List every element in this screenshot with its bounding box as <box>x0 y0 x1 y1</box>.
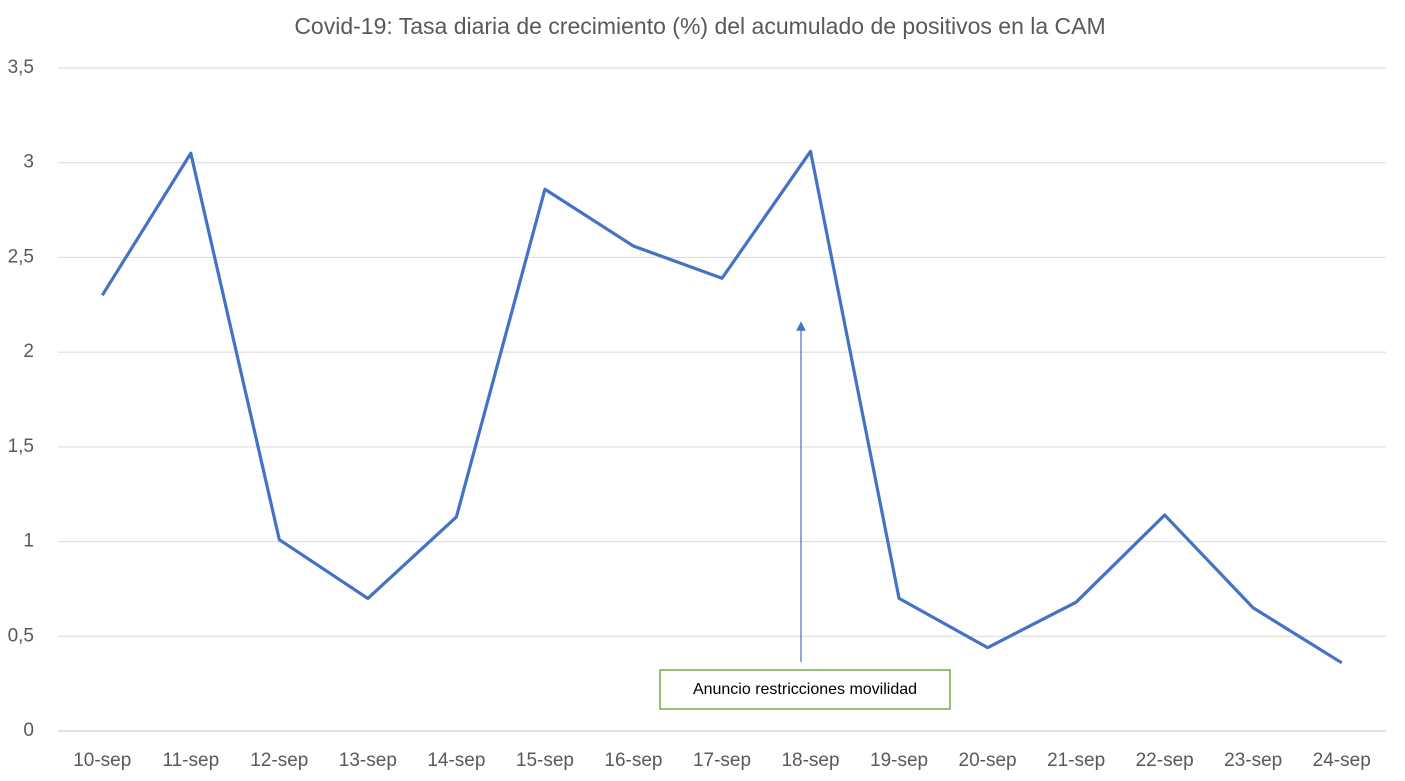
y-tick-label: 3,5 <box>8 57 34 78</box>
y-tick-label: 3 <box>23 152 34 173</box>
y-tick-label: 2 <box>23 341 34 362</box>
x-tick-label: 10-sep <box>73 750 131 771</box>
x-tick-label: 23-sep <box>1224 750 1282 771</box>
x-tick-label: 14-sep <box>427 750 485 771</box>
x-tick-label: 20-sep <box>959 750 1017 771</box>
x-tick-label: 22-sep <box>1136 750 1194 771</box>
x-tick-label: 16-sep <box>604 750 662 771</box>
x-tick-label: 18-sep <box>781 750 839 771</box>
annotation-box <box>659 669 951 710</box>
y-tick-label: 1,5 <box>8 436 34 457</box>
y-tick-label: 0 <box>23 720 34 741</box>
y-tick-label: 1 <box>23 531 34 552</box>
x-tick-label: 24-sep <box>1313 750 1371 771</box>
y-tick-label: 2,5 <box>8 246 34 267</box>
x-tick-label: 17-sep <box>693 750 751 771</box>
x-tick-label: 11-sep <box>162 750 219 771</box>
x-tick-label: 13-sep <box>339 750 397 771</box>
annotation-text: Anuncio restricciones movilidad <box>693 681 917 698</box>
chart-title: Covid-19: Tasa diaria de crecimiento (%)… <box>294 13 1105 39</box>
x-tick-label: 21-sep <box>1047 750 1105 771</box>
y-tick-label: 0,5 <box>8 625 34 646</box>
x-tick-label: 12-sep <box>250 750 308 771</box>
x-tick-label: 15-sep <box>516 750 574 771</box>
x-tick-label: 19-sep <box>870 750 928 771</box>
data-line <box>100 149 1343 665</box>
